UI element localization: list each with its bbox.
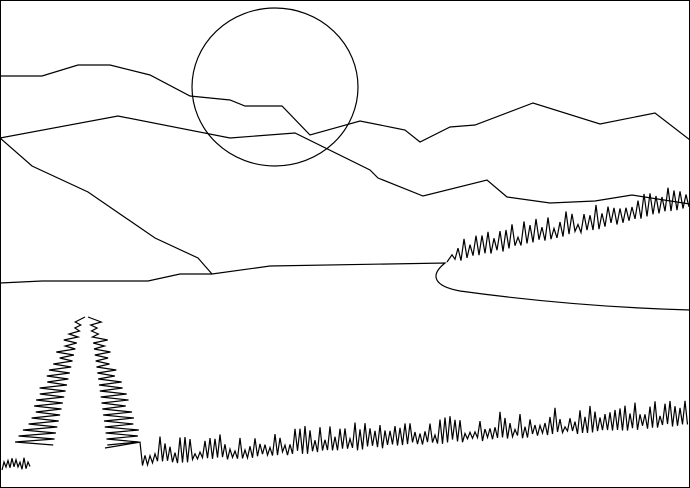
far-tree-line	[446, 187, 690, 263]
sun	[191, 7, 359, 167]
far-mountains	[0, 64, 690, 143]
tree-left-side	[15, 316, 86, 446]
shoreline	[0, 262, 690, 311]
grass-left	[1, 457, 31, 471]
grass	[104, 400, 689, 468]
near-slope	[0, 137, 213, 275]
middle-ridge	[0, 115, 690, 205]
tree-right-side	[87, 316, 139, 446]
